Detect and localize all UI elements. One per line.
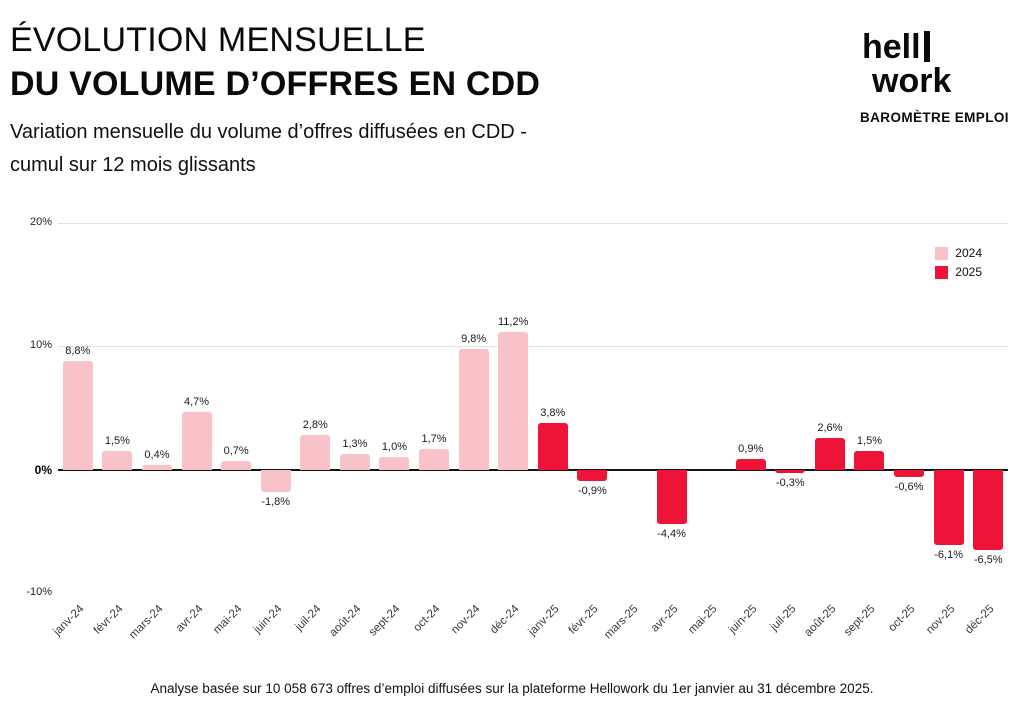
zero-axis-line: [58, 468, 1008, 471]
bar-value-label: 1,7%: [421, 432, 447, 445]
bar-value-label: -1,8%: [261, 495, 291, 508]
bar-value-label: 0,7%: [223, 445, 249, 458]
bar-value-label: 2,8%: [302, 419, 328, 432]
bar-oct-25: [894, 469, 925, 478]
bar-value-label: 1,3%: [342, 437, 368, 450]
logo-word-work: work: [871, 62, 951, 100]
y-axis-label: 10%: [29, 339, 52, 352]
logo-word-hell: hell: [862, 30, 921, 66]
bar-juin-25: [735, 458, 766, 470]
logo-stem-icon: [924, 31, 930, 62]
subtitle-line2: cumul sur 12 mois glissants: [10, 154, 256, 176]
bar-value-label: 0,4%: [144, 448, 170, 461]
bar-déc-24: [498, 331, 529, 470]
footnote: Analyse basée sur 10 058 673 offres d’em…: [150, 681, 874, 696]
bar-avr-24: [181, 411, 212, 470]
chart-legend: 2024 2025: [935, 246, 982, 284]
gridline: [58, 345, 1008, 347]
bar-value-label: 4,7%: [184, 395, 210, 408]
y-axis: 20% 10% 0% -10%: [14, 216, 52, 598]
plot-area: 8,8% janv-24 1,5% févr-24 0,4% mars-24 4,7% avr…: [51, 222, 1008, 641]
legend-item: 2025: [935, 265, 982, 279]
bar-value-label: 1,5%: [856, 435, 882, 448]
bar-value-label: 8,8%: [65, 345, 91, 358]
title-line1: ÉVOLUTION MENSUELLE: [10, 21, 426, 59]
bar-value-label: 0,9%: [738, 442, 764, 455]
y-axis-label: 20%: [29, 216, 52, 228]
bar-déc-25: [973, 469, 1004, 550]
legend-label: 2024: [955, 246, 982, 260]
bar-value-label: 9,8%: [461, 332, 487, 345]
bar-févr-24: [102, 451, 133, 470]
bar-août-25: [814, 437, 845, 470]
bar-juil-25: [775, 469, 806, 474]
bar-value-label: -4,4%: [657, 527, 686, 540]
page-title: ÉVOLUTION MENSUELLE DU VOLUME D’OFFRES E…: [10, 18, 540, 106]
bar-août-24: [339, 453, 370, 470]
bar-value-label: 3,8%: [540, 406, 566, 419]
bar-nov-25: [933, 469, 964, 545]
bar-value-label: 11,2%: [498, 315, 529, 328]
bar-sept-24: [379, 457, 410, 470]
bar-févr-25: [577, 469, 608, 481]
legend-label: 2025: [955, 265, 982, 279]
bar-value-label: 1,0%: [381, 441, 407, 454]
hellowork-logo: hell work BAROMÈTRE EMPLOI: [860, 30, 1016, 125]
legend-item: 2024: [935, 246, 982, 260]
bar-value-label: 1,5%: [104, 435, 130, 448]
bar-sept-25: [854, 451, 885, 470]
bar-value-label: -0,9%: [577, 484, 607, 497]
bar-janv-24: [62, 361, 93, 470]
subtitle-line1: Variation mensuelle du volume d’offres d…: [10, 121, 527, 143]
bar-mars-24: [141, 464, 172, 470]
gridline: [58, 222, 1008, 224]
bar-nov-24: [458, 348, 489, 470]
hellowork-logo-mark: hell work: [862, 30, 951, 100]
title-line2: DU VOLUME D’OFFRES EN CDD: [10, 65, 541, 104]
legend-swatch: [935, 265, 949, 279]
logo-tagline: BAROMÈTRE EMPLOI: [860, 110, 1009, 125]
bar-juil-24: [300, 435, 331, 470]
bar-janv-25: [537, 422, 568, 470]
bar-avr-25: [656, 469, 687, 524]
y-axis-label: -10%: [26, 586, 52, 598]
bar-value-label: 2,6%: [817, 421, 843, 434]
bar-mai-24: [221, 461, 252, 470]
bar-value-label: -6,1%: [934, 548, 963, 561]
bar-oct-24: [419, 448, 450, 470]
bar-juin-24: [260, 469, 291, 492]
chart-subtitle: Variation mensuelle du volume d’offres d…: [10, 116, 527, 182]
bar-value-label: -0,3%: [775, 477, 805, 490]
y-axis-label: 0%: [34, 462, 52, 477]
bar-value-label: -0,6%: [894, 481, 924, 494]
bar-value-label: -6,5%: [973, 553, 1003, 566]
legend-swatch: [935, 246, 949, 260]
